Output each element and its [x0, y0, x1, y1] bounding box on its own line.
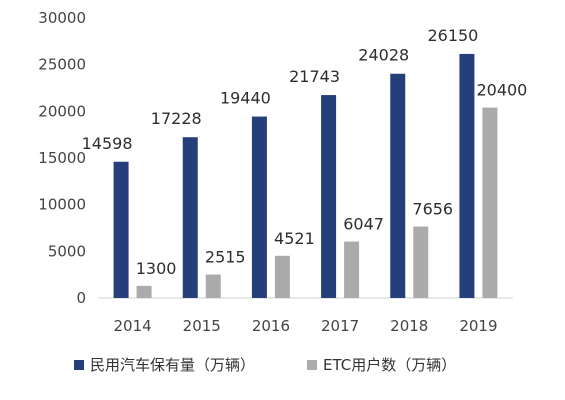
- bar-series-2: [136, 285, 152, 298]
- y-tick-label: 30000: [38, 9, 86, 27]
- legend-swatch-series-2: [307, 360, 317, 370]
- data-label-series-1: 19440: [220, 89, 271, 108]
- data-labels-layer: 14598 17228 19440 21743 24028 26150 1300 2515 45…: [82, 26, 528, 278]
- axis-layer: 0 5000 10000 15000 20000 25000 30000 2014 2015 20…: [38, 9, 513, 335]
- bar-series-1: [321, 95, 337, 298]
- bar-series-2: [205, 274, 221, 298]
- y-tick-label: 25000: [38, 56, 86, 74]
- bar-series-2: [413, 226, 429, 298]
- legend-label-series-2: ETC用户数（万辆）: [323, 356, 456, 374]
- bar-series-1: [182, 137, 198, 298]
- bar-series-2: [274, 255, 290, 298]
- legend-label-series-1: 民用汽车保有量（万辆）: [90, 356, 255, 374]
- data-label-series-1: 14598: [82, 134, 133, 153]
- bar-series-2: [344, 241, 360, 298]
- data-label-series-2: 6047: [343, 215, 384, 234]
- legend-swatch-series-1: [74, 360, 84, 370]
- x-tick-label: 2015: [183, 317, 221, 335]
- bar-series-1: [251, 116, 267, 298]
- bar-series-1: [390, 73, 406, 298]
- x-tick-label: 2016: [252, 317, 290, 335]
- data-label-series-2: 1300: [136, 259, 177, 278]
- data-label-series-2: 7656: [412, 200, 453, 219]
- y-tick-label: 0: [76, 289, 86, 307]
- data-label-series-2: 2515: [205, 248, 246, 267]
- y-tick-label: 10000: [38, 196, 86, 214]
- y-tick-label: 15000: [38, 149, 86, 167]
- x-tick-label: 2014: [113, 317, 151, 335]
- x-tick-label: 2017: [321, 317, 359, 335]
- bar-series-1: [459, 53, 475, 298]
- y-tick-label: 5000: [48, 242, 86, 260]
- data-label-series-1: 21743: [289, 67, 340, 86]
- data-label-series-1: 24028: [358, 46, 409, 65]
- data-label-series-2: 4521: [274, 229, 315, 248]
- bar-series-1: [113, 161, 129, 298]
- bars-layer: [113, 53, 498, 298]
- x-tick-label: 2018: [390, 317, 428, 335]
- legend: 民用汽车保有量（万辆） ETC用户数（万辆）: [74, 356, 456, 374]
- x-tick-label: 2019: [459, 317, 497, 335]
- data-label-series-1: 26150: [427, 26, 478, 45]
- data-label-series-1: 17228: [151, 109, 202, 128]
- data-label-series-2: 20400: [476, 81, 527, 100]
- bar-series-2: [482, 107, 498, 298]
- y-tick-label: 20000: [38, 102, 86, 120]
